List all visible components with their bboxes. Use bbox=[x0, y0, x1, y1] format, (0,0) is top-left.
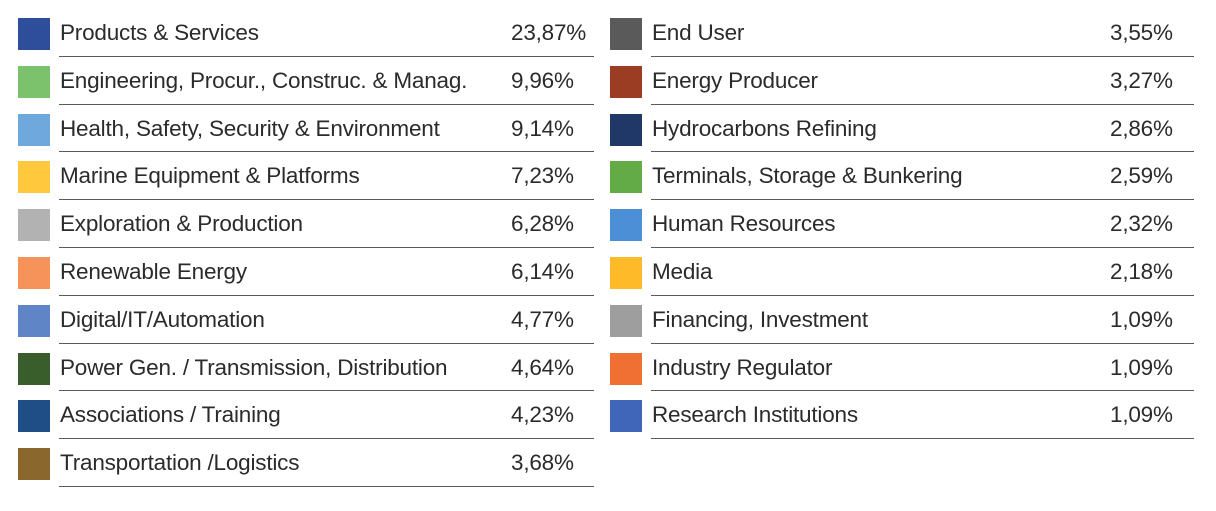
legend-swatch bbox=[610, 209, 642, 242]
legend-row: Renewable Energy 6,14% bbox=[18, 248, 594, 296]
row-divider bbox=[651, 199, 1194, 201]
legend-row: End User 3,55% bbox=[610, 9, 1194, 57]
legend-value: 23,87% bbox=[511, 20, 587, 45]
legend-label: Power Gen. / Transmission, Distribution bbox=[60, 354, 448, 380]
row-divider bbox=[59, 199, 594, 201]
legend-row: Engineering, Procur., Construc. & Manag.… bbox=[18, 57, 594, 105]
legend-label: Hydrocarbons Refining bbox=[652, 115, 877, 141]
row-divider bbox=[59, 485, 594, 487]
row-divider bbox=[59, 151, 594, 153]
row-divider bbox=[651, 438, 1194, 440]
legend-row: Power Gen. / Transmission, Distribution 4… bbox=[18, 344, 594, 392]
legend-value: 3,68% bbox=[511, 450, 574, 476]
legend-swatch bbox=[18, 304, 50, 337]
legend-row: Digital/IT/Automation 4,77% bbox=[18, 296, 594, 344]
legend-row: Products & Services 23,87% bbox=[18, 9, 594, 57]
legend-swatch bbox=[18, 65, 50, 98]
legend-swatch bbox=[18, 256, 50, 289]
legend-label: Energy Producer bbox=[652, 67, 818, 93]
row-divider bbox=[651, 103, 1194, 105]
row-divider bbox=[59, 390, 594, 392]
legend-value: 2,59% bbox=[1110, 163, 1173, 189]
row-divider bbox=[651, 151, 1194, 153]
legend-swatch bbox=[610, 18, 642, 50]
legend-value: 3,27% bbox=[1110, 67, 1173, 93]
legend-row: Exploration & Production 6,28% bbox=[18, 200, 594, 248]
row-divider bbox=[59, 103, 594, 105]
legend-label: Exploration & Production bbox=[60, 211, 303, 237]
row-divider bbox=[651, 55, 1194, 57]
legend-value: 7,23% bbox=[511, 163, 574, 189]
legend-label: Digital/IT/Automation bbox=[60, 306, 265, 332]
legend-label: Human Resources bbox=[652, 211, 836, 237]
legend-label: Engineering, Procur., Construc. & Manag. bbox=[60, 67, 468, 93]
legend-label: Media bbox=[652, 258, 713, 284]
legend-row: Associations / Training 4,23% bbox=[18, 391, 594, 440]
legend-row: Energy Producer 3,27% bbox=[610, 57, 1194, 105]
legend-value: 9,96% bbox=[511, 67, 574, 93]
legend-label: Products & Services bbox=[60, 20, 259, 45]
legend-value: 4,77% bbox=[511, 306, 574, 332]
legend-row: Research Institutions 1,09% bbox=[610, 391, 1194, 440]
legend-swatch bbox=[610, 352, 642, 385]
legend-value: 6,14% bbox=[511, 258, 574, 284]
row-divider bbox=[59, 438, 594, 440]
legend-label: Research Institutions bbox=[652, 402, 858, 428]
legend-value: 1,09% bbox=[1110, 354, 1173, 380]
legend-swatch bbox=[18, 352, 50, 385]
legend-column-left: Products & Services 23,87% Engineering, Pr… bbox=[18, 9, 594, 487]
legend-label: Transportation /Logistics bbox=[60, 450, 300, 476]
legend-swatch bbox=[610, 304, 642, 337]
legend-label: Associations / Training bbox=[60, 402, 281, 428]
legend-swatch bbox=[18, 113, 50, 146]
legend-swatch bbox=[610, 161, 642, 194]
legend-swatch bbox=[610, 65, 642, 98]
legend-row: Media 2,18% bbox=[610, 248, 1194, 296]
legend-swatch bbox=[18, 400, 50, 433]
row-divider bbox=[59, 55, 594, 57]
legend-row: Financing, Investment 1,09% bbox=[610, 296, 1194, 344]
legend-value: 1,09% bbox=[1110, 402, 1173, 428]
legend-swatch bbox=[610, 256, 642, 289]
legend-label: Financing, Investment bbox=[652, 306, 868, 332]
row-divider bbox=[59, 342, 594, 344]
legend-label: Health, Safety, Security & Environment bbox=[60, 115, 440, 141]
row-divider bbox=[59, 294, 594, 296]
row-divider bbox=[651, 246, 1194, 248]
legend-row: Human Resources 2,32% bbox=[610, 200, 1194, 248]
legend-swatch bbox=[610, 400, 642, 433]
legend-value: 1,09% bbox=[1110, 306, 1173, 332]
legend-label: Industry Regulator bbox=[652, 354, 833, 380]
legend-row: Health, Safety, Security & Environment 9,… bbox=[18, 105, 594, 153]
legend-swatch bbox=[18, 448, 50, 481]
row-divider bbox=[651, 294, 1194, 296]
legend-swatch bbox=[18, 161, 50, 194]
row-divider bbox=[651, 342, 1194, 344]
legend-swatch bbox=[610, 113, 642, 146]
legend-row: Industry Regulator 1,09% bbox=[610, 344, 1194, 392]
row-divider bbox=[59, 246, 594, 248]
legend-swatch bbox=[18, 18, 50, 50]
legend-row: Terminals, Storage & Bunkering 2,59% bbox=[610, 152, 1194, 201]
legend-row: Hydrocarbons Refining 2,86% bbox=[610, 105, 1194, 153]
legend-label: Terminals, Storage & Bunkering bbox=[652, 163, 963, 189]
legend-value: 3,55% bbox=[1110, 20, 1173, 45]
legend-swatch bbox=[18, 209, 50, 242]
legend-label: Renewable Energy bbox=[60, 258, 247, 284]
legend-label: Marine Equipment & Platforms bbox=[60, 163, 360, 189]
legend-value: 6,28% bbox=[511, 211, 574, 237]
legend-value: 4,23% bbox=[511, 402, 574, 428]
legend-row: Transportation /Logistics 3,68% bbox=[18, 439, 594, 487]
legend-label: End User bbox=[652, 20, 745, 45]
legend-column-right: End User 3,55% Energy Producer 3,27% Hydroca… bbox=[610, 9, 1194, 440]
legend-value: 9,14% bbox=[511, 115, 574, 141]
legend-value: 2,32% bbox=[1110, 211, 1173, 237]
legend-value: 4,64% bbox=[511, 354, 574, 380]
legend-value: 2,18% bbox=[1110, 258, 1173, 284]
legend-value: 2,86% bbox=[1110, 115, 1173, 141]
legend-row: Marine Equipment & Platforms 7,23% bbox=[18, 152, 594, 201]
row-divider bbox=[651, 390, 1194, 392]
